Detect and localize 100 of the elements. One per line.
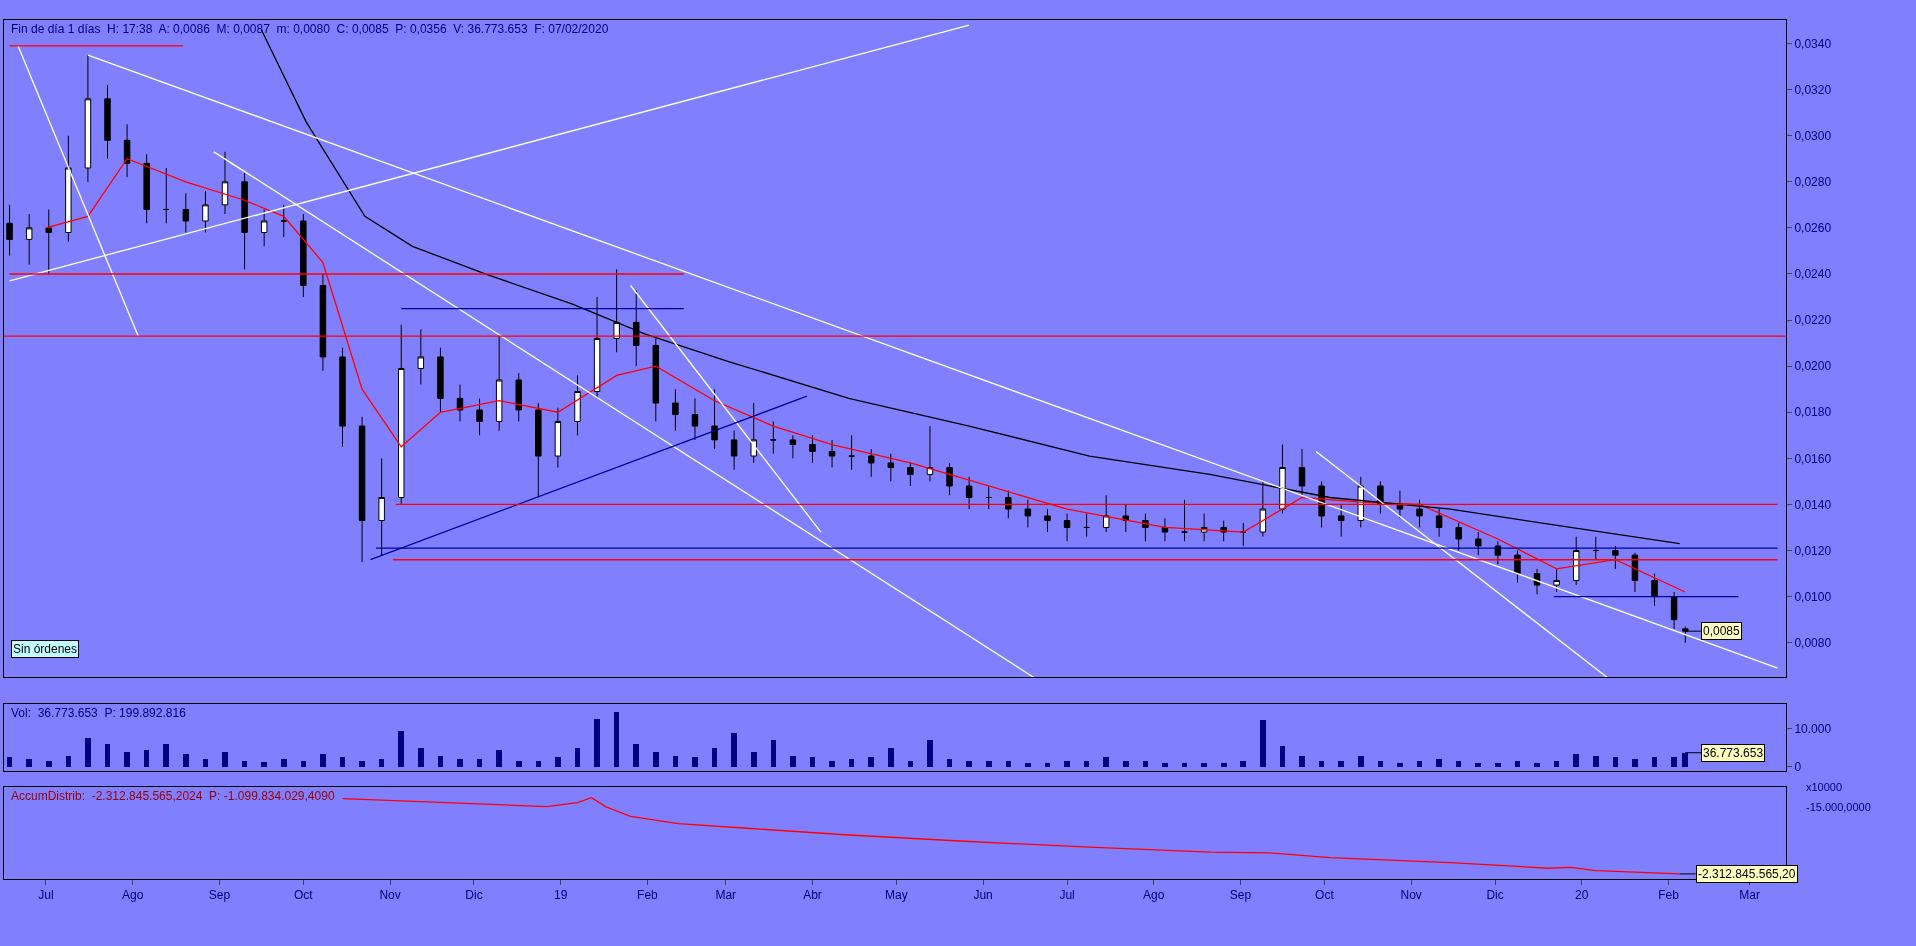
bar (438, 755, 443, 767)
candlestick (6, 204, 13, 257)
candlestick (1142, 513, 1149, 542)
candlestick (1024, 499, 1032, 528)
bar (888, 747, 894, 767)
x-tick-label: Oct (293, 888, 314, 903)
y-tick-label: 0,0140 (1794, 497, 1832, 512)
x-tick-label: Mar (1739, 888, 1760, 903)
candlestick (867, 448, 875, 478)
candlestick (202, 190, 209, 233)
x-tick-label: Nov (379, 888, 401, 903)
candlestick (1670, 591, 1678, 630)
bar (1025, 762, 1031, 767)
bar (1456, 760, 1461, 767)
candlestick (789, 434, 797, 459)
bar (418, 747, 424, 767)
bar (183, 753, 189, 767)
bar (1280, 745, 1285, 767)
candlestick (65, 135, 72, 243)
candlestick (1475, 531, 1482, 556)
bar (1495, 762, 1501, 767)
bar (1064, 760, 1070, 767)
x-tick-label: 19 (554, 888, 568, 903)
x-tick-label: Feb (1658, 888, 1680, 903)
bar (1123, 760, 1129, 767)
annotation: Sin órdenes (13, 642, 78, 656)
bar (203, 758, 208, 767)
candlestick (476, 397, 483, 436)
bar (144, 749, 149, 767)
candlestick (1572, 536, 1580, 586)
candlestick (1044, 508, 1051, 533)
bar (379, 758, 384, 767)
bar (771, 739, 776, 767)
bar (1006, 760, 1011, 767)
candlestick (241, 172, 248, 270)
bar (1221, 762, 1227, 767)
y-tick-label: 0,0160 (1794, 451, 1832, 466)
candlestick (965, 476, 973, 510)
candlestick (260, 208, 268, 247)
candlestick (378, 457, 385, 556)
candlestick (1357, 476, 1365, 528)
candlestick (593, 296, 601, 399)
candlestick (339, 347, 346, 448)
candlestick (45, 208, 52, 275)
candlestick (691, 397, 699, 441)
bar (477, 758, 482, 767)
bar (633, 743, 639, 767)
bar (1358, 755, 1364, 767)
x-tick-label: Jun (973, 888, 993, 903)
x-tick-label: Nov (1400, 888, 1422, 903)
candlestick (456, 384, 464, 422)
candlestick (613, 268, 620, 353)
bar (66, 755, 71, 767)
bar (927, 739, 933, 767)
candlestick (1435, 508, 1443, 538)
candlestick (711, 388, 718, 450)
bar (1534, 762, 1540, 767)
bar (222, 751, 228, 767)
candlestick (1181, 499, 1188, 542)
x-tick-label: Feb (637, 888, 659, 903)
bar (1613, 756, 1618, 767)
bar (1319, 760, 1324, 767)
annotation: -2.312.845.565,20 (1698, 867, 1796, 881)
x-tick-label: Sep (1229, 888, 1252, 903)
x-tick-label: Oct (1315, 888, 1335, 903)
bar (1554, 760, 1559, 767)
candlestick (1514, 550, 1521, 584)
bar (1299, 755, 1305, 767)
bar (1436, 758, 1442, 767)
bar (1475, 762, 1481, 767)
candlestick (1063, 513, 1071, 542)
bar (1103, 756, 1109, 767)
bar (1182, 762, 1187, 767)
bar (1515, 760, 1520, 767)
x-tick-label: Dic (465, 888, 483, 903)
bar (496, 749, 502, 767)
candlestick (1102, 494, 1110, 533)
y-tick-label: 0 (1794, 760, 1802, 775)
bar (1652, 756, 1657, 767)
candlestick (417, 328, 425, 386)
candlestick (1455, 522, 1462, 552)
candlestick (182, 192, 190, 233)
candlestick (750, 402, 757, 464)
bar (1397, 762, 1403, 767)
bar (7, 756, 12, 767)
x-tick-label: Ago (122, 888, 144, 903)
candlestick (143, 153, 150, 224)
candlestick (887, 453, 895, 482)
x-tick-label: May (885, 888, 908, 903)
x-tick-label: Mar (715, 888, 737, 903)
y-tick-label: 0,0180 (1794, 405, 1832, 420)
bar (712, 747, 717, 767)
candlestick (25, 213, 33, 266)
chart-title: Vol: 36.773.653 P: 199.892.816 (11, 706, 187, 720)
bar (790, 755, 796, 767)
bar (1632, 758, 1638, 767)
candlestick (1083, 513, 1090, 538)
candlestick (1612, 545, 1619, 570)
y-tick-label: 0,0340 (1794, 36, 1832, 51)
candlestick (319, 273, 327, 372)
